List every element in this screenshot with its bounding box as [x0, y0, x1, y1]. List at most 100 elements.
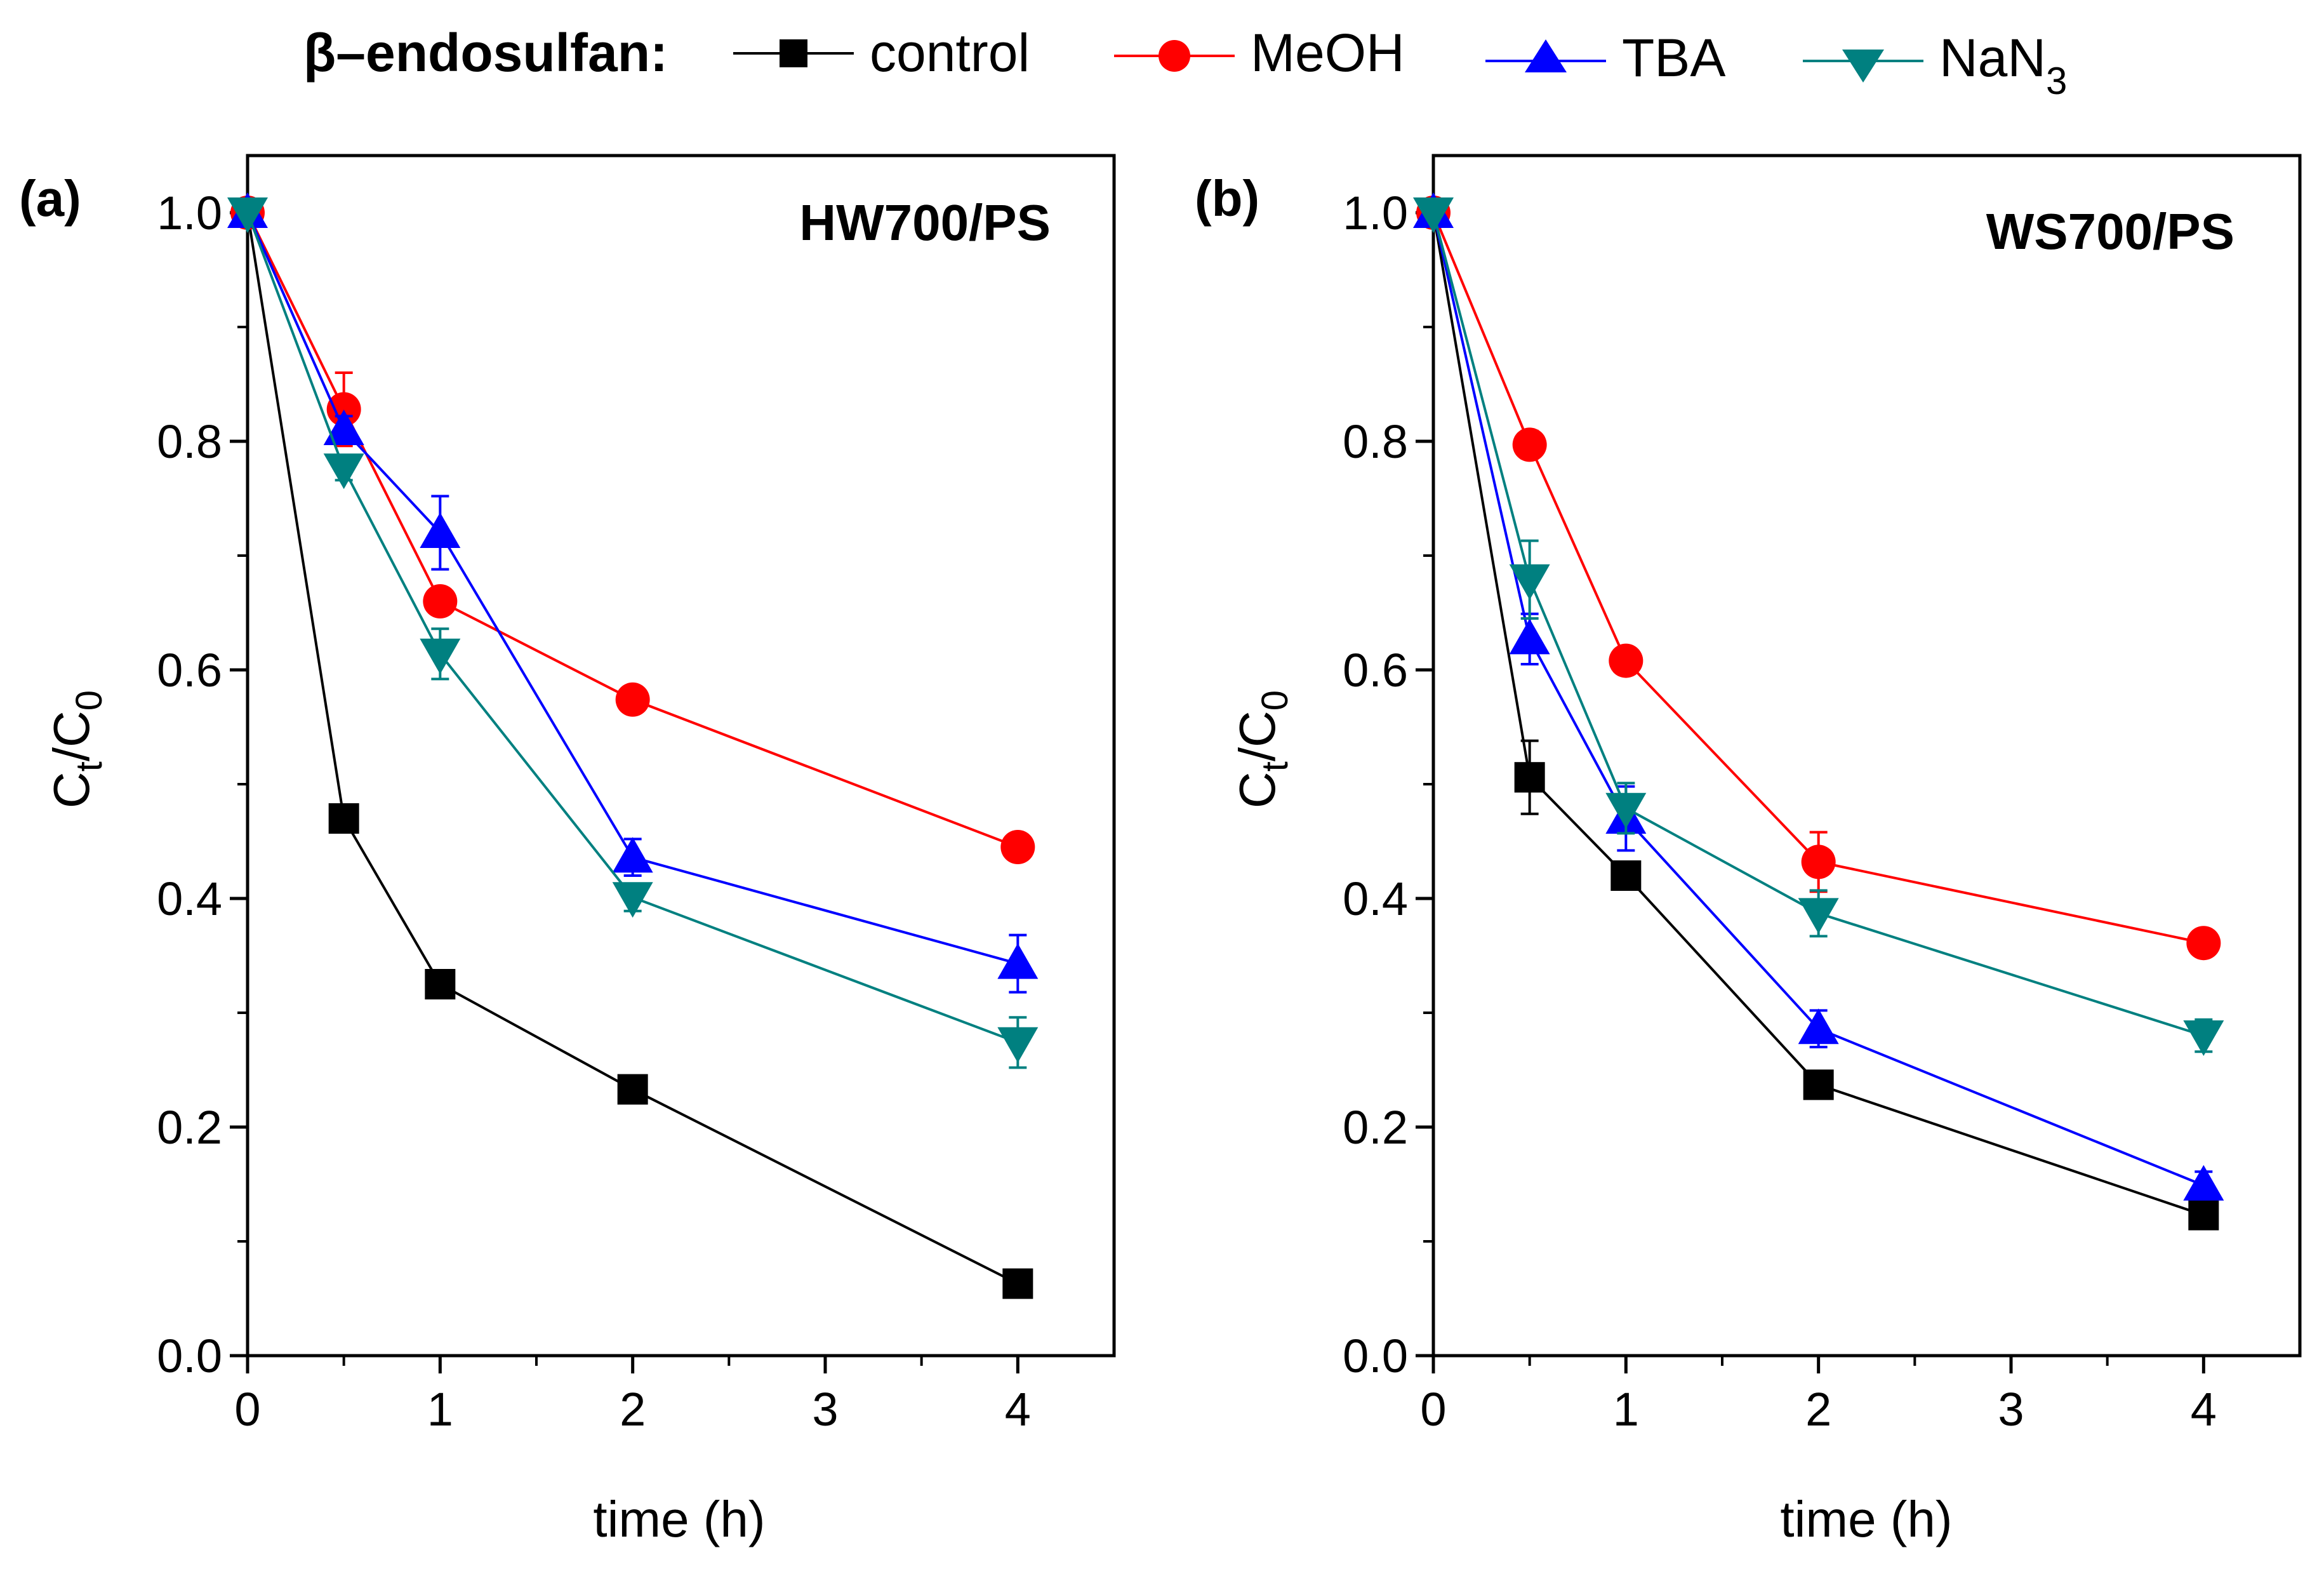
y-tick-label-a: 0.0 — [157, 1330, 222, 1382]
y-tick-label-a: 0.4 — [157, 872, 222, 925]
y-axis-label-a-mid: /C — [43, 711, 100, 761]
y-tick-label-b: 0.0 — [1343, 1330, 1408, 1382]
y-tick-label-b: 1.0 — [1343, 187, 1408, 239]
data-point-tba-b — [1798, 1008, 1839, 1045]
panel-title-b: WS700/PS — [1986, 203, 2234, 260]
y-axis-label-a: Ct/C0 — [43, 690, 110, 808]
data-point-control-b — [1514, 762, 1545, 793]
data-point-control-a — [425, 969, 456, 999]
series-line-control-b — [1432, 212, 2204, 1217]
series-line-meoh-a — [246, 212, 1019, 848]
data-point-nan3-a — [997, 1027, 1039, 1063]
x-tick-label-b: 2 — [1805, 1383, 1831, 1436]
legend-item-control: control — [733, 23, 1030, 83]
y-tick-label-a: 0.6 — [157, 644, 222, 697]
data-point-nan3-a — [612, 882, 653, 918]
panel-a: (a) HW700/PS time (h) Ct/C0 0 1 2 3 40.00.20… — [19, 154, 1116, 1547]
data-point-control-a — [328, 803, 359, 834]
y-axis-label-b-main: C — [1229, 771, 1285, 808]
x-tick-label-a: 1 — [427, 1383, 453, 1436]
y-axis-label-a-main: C — [43, 771, 100, 808]
legend-marker-tba — [1525, 39, 1567, 72]
plot-frame-b — [1431, 154, 2302, 1358]
data-point-control-b — [1610, 860, 1642, 891]
plot-frame-a — [246, 154, 1116, 1358]
data-point-control-b — [2188, 1199, 2219, 1231]
ticks-a: 0 1 2 3 4 0.0 0.2 0.4 0.6 0.8 1.0 — [157, 187, 1031, 1436]
y-tick-label-b: 0.8 — [1343, 415, 1408, 468]
legend-marker-meoh — [1159, 40, 1190, 72]
data-point-control-b — [1803, 1069, 1834, 1100]
y-axis-label-b: Ct/C0 — [1229, 690, 1296, 808]
y-tick-label-a: 1.0 — [157, 187, 222, 239]
y-tick-label-a: 0.2 — [157, 1101, 222, 1154]
legend-label-nan3-main: NaN — [1939, 28, 2046, 88]
x-axis-label-b: time (h) — [1780, 1491, 1952, 1547]
data-point-nan3-b — [2183, 1020, 2224, 1056]
series-nan3-a — [227, 197, 1039, 1069]
data-point-tba-a — [420, 512, 461, 548]
y-axis-label-b-sub2: 0 — [1254, 690, 1296, 711]
legend-label-tba: TBA — [1622, 28, 1725, 88]
data-point-nan3-b — [1509, 564, 1550, 600]
data-point-meoh-b — [1512, 427, 1547, 462]
data-point-tba-b — [1509, 618, 1550, 655]
legend-label-nan3-sub: 3 — [2046, 60, 2067, 102]
series-line-control-a — [246, 212, 1019, 1285]
data-point-meoh-a — [1000, 830, 1035, 864]
data-point-meoh-b — [1609, 643, 1643, 678]
legend-marker-control — [780, 39, 807, 67]
x-tick-label-b: 0 — [1420, 1383, 1446, 1436]
series-b — [1413, 192, 2224, 1231]
series-tba-b — [1413, 192, 2224, 1201]
data-point-nan3-b — [1605, 792, 1647, 829]
data-point-tba-a — [323, 410, 364, 445]
data-point-meoh-a — [326, 392, 361, 427]
series-meoh-a — [230, 196, 1035, 864]
legend-label-nan3: NaN3 — [1939, 28, 2067, 102]
x-tick-label-b: 1 — [1613, 1383, 1639, 1436]
data-point-nan3-a — [227, 197, 268, 233]
data-point-control-a — [617, 1074, 648, 1105]
legend-item-tba: TBA — [1485, 28, 1725, 88]
legend-marker-nan3 — [1842, 50, 1884, 83]
x-tick-label-a: 2 — [620, 1383, 646, 1436]
x-tick-label-b: 4 — [2191, 1383, 2217, 1436]
legend-item-meoh: MeOH — [1114, 23, 1405, 83]
legend-label-control: control — [870, 23, 1030, 83]
panel-label-b: (b) — [1195, 170, 1259, 227]
y-axis-label-b-mid: /C — [1229, 711, 1285, 761]
series-control-b — [1418, 197, 2219, 1231]
panel-label-a: (a) — [19, 170, 81, 227]
data-point-tba-b — [2183, 1165, 2224, 1201]
x-axis-label-a: time (h) — [593, 1491, 765, 1547]
series-control-a — [232, 197, 1033, 1299]
x-tick-label-a: 0 — [234, 1383, 260, 1436]
y-tick-label-b: 0.6 — [1343, 644, 1408, 697]
data-point-meoh-b — [2186, 926, 2221, 961]
data-point-meoh-a — [615, 682, 650, 717]
x-tick-label-b: 3 — [1998, 1383, 2024, 1436]
data-point-tba-a — [997, 943, 1039, 979]
ticks-b: 0 1 2 3 4 0.0 0.2 0.4 0.6 0.8 1.0 — [1343, 187, 2217, 1436]
y-axis-label-a-sub2: 0 — [69, 690, 110, 711]
legend: β–endosulfan: control MeOH TBA NaN3 — [303, 23, 2067, 102]
panel-b: (b) WS700/PS time (h) Ct/C0 0 1 2 3 40.00.20… — [1195, 154, 2302, 1547]
series-a — [227, 192, 1039, 1299]
data-point-meoh-b — [1801, 845, 1836, 879]
legend-label-meoh: MeOH — [1251, 23, 1405, 83]
legend-title: β–endosulfan: — [303, 23, 668, 83]
data-point-nan3-a — [420, 638, 461, 674]
series-line-nan3-a — [246, 212, 1019, 1044]
legend-item-nan3: NaN3 — [1803, 28, 2067, 102]
data-point-meoh-a — [423, 584, 458, 618]
data-point-nan3-a — [323, 453, 364, 490]
data-point-control-a — [1002, 1268, 1033, 1299]
y-axis-label-a-sub1: t — [69, 761, 110, 771]
panel-title-a: HW700/PS — [799, 194, 1051, 251]
y-tick-label-b: 0.2 — [1343, 1101, 1408, 1154]
x-tick-label-a: 3 — [812, 1383, 838, 1436]
y-axis-label-b-sub1: t — [1254, 761, 1296, 771]
data-point-nan3-b — [1798, 898, 1839, 934]
